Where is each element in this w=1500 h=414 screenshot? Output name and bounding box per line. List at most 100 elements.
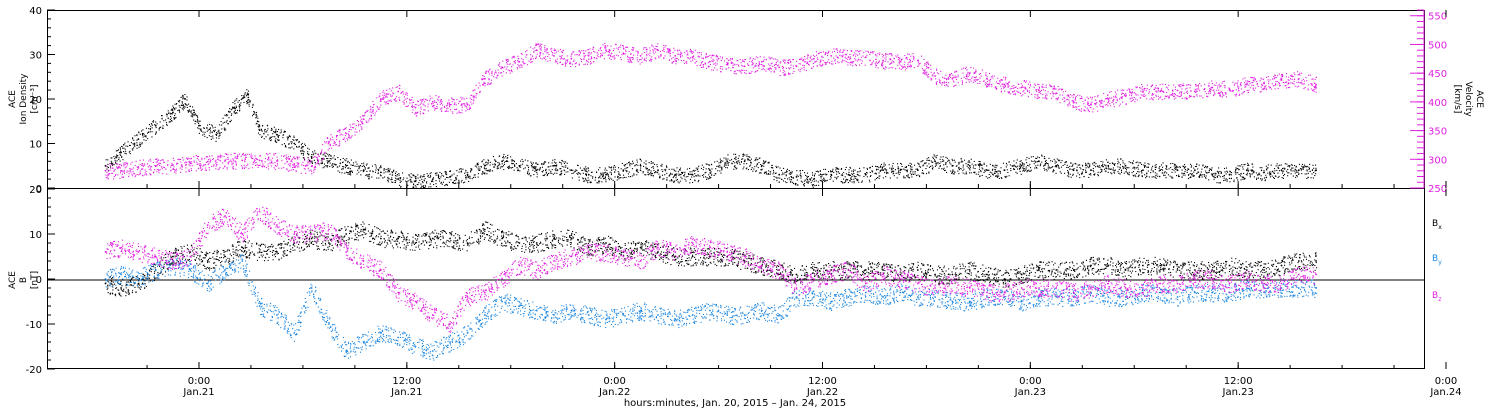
density-sample: [1007, 172, 1008, 173]
density-sample: [565, 167, 566, 168]
velocity-sample: [587, 49, 588, 50]
velocity-sample: [111, 173, 112, 174]
density-sample: [1282, 173, 1283, 174]
velocity-sample: [122, 174, 123, 175]
density-sample: [588, 170, 589, 171]
density-sample: [492, 170, 493, 171]
density-sample: [258, 133, 259, 134]
density-sample: [421, 179, 422, 180]
density-sample: [1209, 170, 1210, 171]
density-sample: [125, 146, 126, 147]
density-sample: [156, 132, 157, 133]
velocity-sample: [293, 169, 294, 170]
velocity-sample: [434, 110, 435, 111]
density-sample: [680, 177, 681, 178]
density-sample: [1094, 175, 1095, 176]
density-sample: [502, 163, 503, 164]
density-sample: [651, 161, 652, 162]
velocity-sample: [428, 104, 429, 105]
density-sample: [1156, 164, 1157, 165]
velocity-sample: [368, 122, 369, 123]
density-point: [865, 174, 867, 176]
velocity-sample: [317, 162, 318, 163]
velocity-sample: [480, 91, 481, 92]
velocity-sample: [174, 166, 175, 167]
velocity-sample: [649, 60, 650, 61]
density-sample: [1188, 169, 1189, 170]
velocity-sample: [315, 163, 316, 164]
velocity-sample: [528, 61, 529, 62]
density-sample: [1205, 171, 1206, 172]
velocity-sample: [392, 87, 393, 88]
velocity-sample: [331, 148, 332, 149]
velocity-sample: [156, 162, 157, 163]
density-sample: [1101, 171, 1102, 172]
density-sample: [997, 165, 998, 166]
density-sample: [221, 121, 222, 122]
density-sample: [711, 175, 712, 176]
velocity-sample: [376, 111, 377, 112]
velocity-sample: [309, 170, 310, 171]
density-sample: [1155, 172, 1156, 173]
velocity-point: [380, 98, 382, 100]
density-sample: [183, 104, 184, 105]
velocity-sample: [124, 171, 125, 172]
density-sample: [647, 168, 648, 169]
velocity-sample: [295, 167, 296, 168]
velocity-sample: [689, 59, 690, 60]
velocity-sample: [533, 58, 534, 59]
density-sample: [247, 100, 248, 101]
density-sample: [1124, 167, 1125, 168]
velocity-sample: [354, 123, 355, 124]
density-sample: [245, 92, 246, 93]
density-sample: [185, 107, 186, 108]
density-sample: [325, 156, 326, 157]
density-sample: [564, 163, 565, 164]
density-sample: [403, 179, 404, 180]
velocity-sample: [167, 165, 168, 166]
density-sample: [141, 130, 142, 131]
velocity-sample: [492, 73, 493, 74]
density-sample: [717, 161, 718, 162]
density-sample: [221, 132, 222, 133]
density-sample: [732, 163, 733, 164]
density-sample: [759, 158, 760, 159]
velocity-sample: [144, 174, 145, 175]
density-sample: [1301, 166, 1302, 167]
density-sample: [963, 165, 964, 166]
density-sample: [585, 173, 586, 174]
density-sample: [241, 99, 242, 100]
density-sample: [733, 169, 734, 170]
density-sample: [1046, 169, 1047, 170]
velocity-sample: [116, 166, 117, 167]
density-sample: [331, 158, 332, 159]
velocity-sample: [547, 56, 548, 57]
density-sample: [1288, 165, 1289, 166]
density-sample: [1106, 167, 1107, 168]
density-sample: [195, 114, 196, 115]
density-sample: [365, 175, 366, 176]
velocity-sample: [234, 158, 235, 159]
velocity-sample: [361, 126, 362, 127]
density-sample: [891, 169, 892, 170]
density-sample: [725, 158, 726, 159]
density-sample: [787, 171, 788, 172]
density-sample: [513, 160, 514, 161]
density-sample: [748, 156, 749, 157]
density-sample: [595, 180, 596, 181]
density-sample: [1104, 169, 1105, 170]
density-sample: [483, 164, 484, 165]
density-sample: [698, 166, 699, 167]
velocity-sample: [359, 130, 360, 131]
density-point: [571, 169, 573, 171]
velocity-sample: [503, 71, 504, 72]
density-sample: [527, 172, 528, 173]
density-sample: [303, 153, 304, 154]
density-sample: [411, 173, 412, 174]
density-sample: [997, 176, 998, 177]
density-sample: [462, 169, 463, 170]
density-sample: [462, 180, 463, 181]
velocity-sample: [272, 163, 273, 164]
density-sample: [561, 164, 562, 165]
density-sample: [116, 155, 117, 156]
